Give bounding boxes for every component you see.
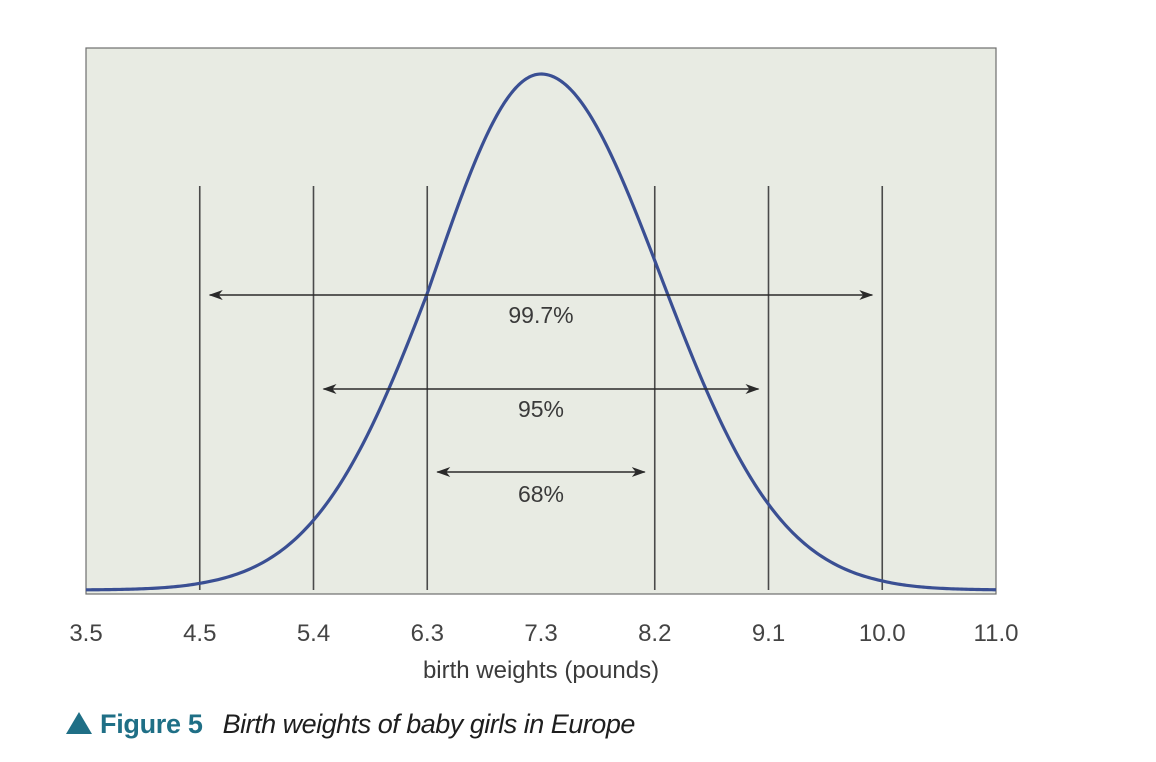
x-tick-label: 3.5 <box>69 620 102 647</box>
x-tick-label: 4.5 <box>183 620 216 647</box>
x-tick-label: 7.3 <box>524 620 557 647</box>
x-tick-label: 11.0 <box>974 620 1019 647</box>
figure-label: Figure 5 <box>100 708 203 739</box>
interval-label: 68% <box>518 481 564 507</box>
distribution-curve <box>85 72 997 592</box>
x-tick-label: 5.4 <box>297 620 330 647</box>
x-tick-label: 9.1 <box>752 620 785 647</box>
figure-title: Birth weights of baby girls in Europe <box>222 708 636 739</box>
x-tick-label: 8.2 <box>638 620 671 647</box>
chart-svg: 99.7% 95% 68% 3.5 4.5 5.4 6.3 7.3 8.2 9.1 10.0 11.… <box>69 47 1019 684</box>
figure-caption: Figure 5 Birth weights of baby girls in … <box>66 704 635 744</box>
interval-label: 99.7% <box>508 302 573 328</box>
plot-area <box>85 47 997 595</box>
x-tick-label: 6.3 <box>411 620 444 647</box>
triangle-up-icon <box>66 711 92 734</box>
interval-label: 95% <box>518 396 564 422</box>
x-axis-label: birth weights (pounds) <box>423 657 659 684</box>
x-tick-label: 10.0 <box>859 620 906 647</box>
